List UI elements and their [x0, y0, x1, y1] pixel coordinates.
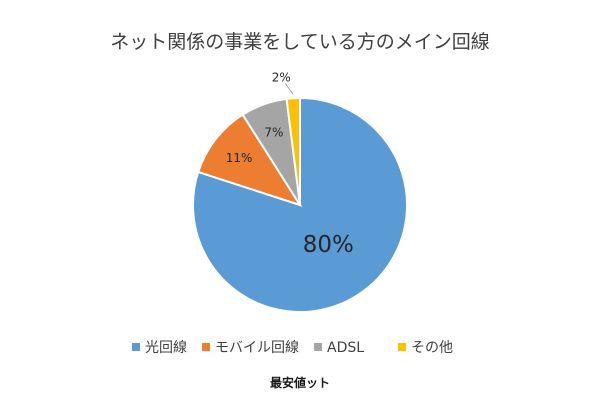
legend-swatch-slice-1 — [132, 343, 140, 351]
legend-swatch-slice-4 — [398, 343, 406, 351]
data-label-slice-2: 11% — [226, 151, 253, 165]
legend: 光回線 モバイル回線 ADSL その他 — [132, 340, 453, 356]
legend-label-slice-2: モバイル回線 — [215, 340, 299, 356]
label-leader-lines — [284, 83, 294, 95]
legend-item-slice-1: 光回線 — [132, 340, 187, 356]
site-logo-watermark: 最安値ット — [270, 375, 330, 390]
legend-item-slice-3: ADSL — [314, 340, 364, 356]
legend-swatch-slice-3 — [314, 343, 322, 351]
legend-label-slice-1: 光回線 — [145, 340, 187, 356]
site-logo-text: 最安値ット — [270, 375, 330, 390]
pie-slice-2 — [196, 113, 303, 207]
data-label-slice-3: 7% — [264, 126, 283, 140]
chart-title: ネット関係の事業をしている方のメイン回線 — [110, 31, 489, 53]
pie-slice-4 — [285, 96, 301, 206]
legend-swatch-slice-2 — [202, 343, 210, 351]
legend-label-slice-3: ADSL — [327, 340, 364, 356]
legend-item-slice-4: その他 — [398, 340, 453, 356]
pie-slices — [192, 96, 408, 313]
leader-line-slice-4 — [284, 83, 294, 95]
legend-item-slice-2: モバイル回線 — [202, 340, 299, 356]
pie-slice-1 — [192, 96, 408, 313]
data-label-slice-1: 80% — [303, 232, 354, 258]
legend-label-slice-4: その他 — [411, 340, 453, 356]
pie-data-labels: 80% 11% 7% 2% — [226, 70, 354, 258]
data-label-slice-4: 2% — [272, 70, 291, 84]
